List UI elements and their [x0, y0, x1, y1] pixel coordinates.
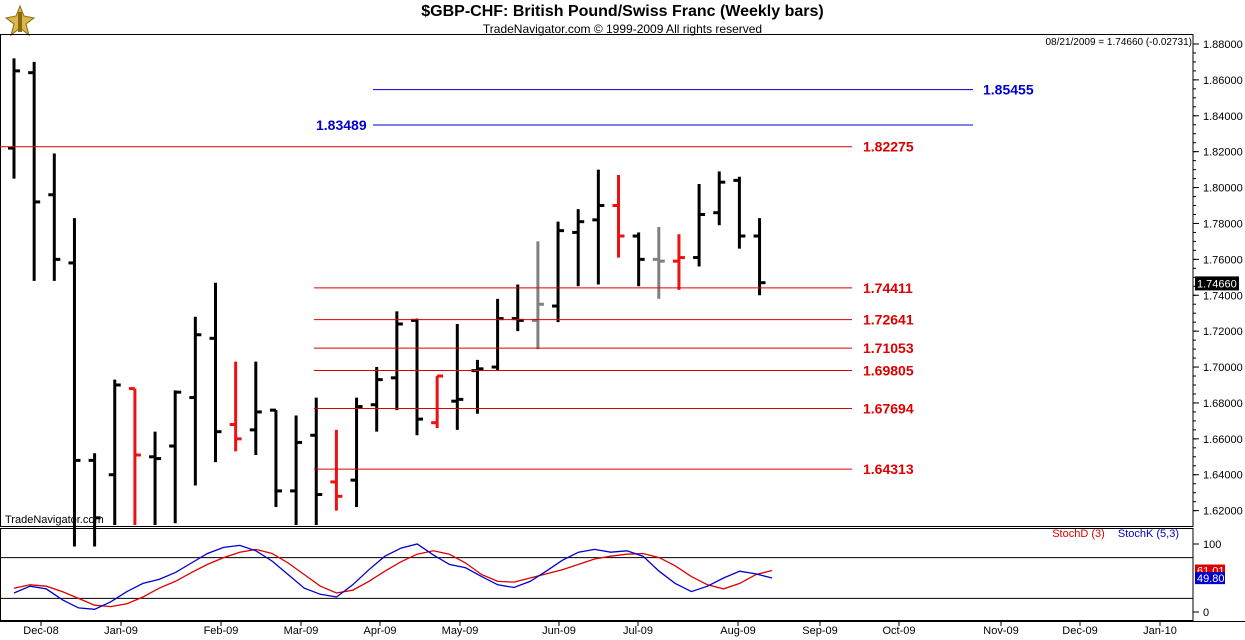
- stoch-y-tick-label: 100: [1203, 539, 1221, 551]
- x-tick-label: Sep-09: [802, 625, 837, 637]
- ohlc-bar: [592, 169, 605, 285]
- x-tick-label: May-09: [442, 625, 479, 637]
- ohlc-bar: [8, 58, 20, 179]
- y-tick-label: 1.74000: [1203, 290, 1243, 302]
- ohlc-bar: [209, 282, 222, 463]
- ohlc-bar: [652, 227, 665, 299]
- stoch-series-line: [13, 548, 773, 608]
- projection-label: 1.83489: [316, 117, 367, 133]
- x-tick-label: Jul-09: [623, 625, 653, 637]
- y-tick-label: 1.82000: [1203, 147, 1243, 159]
- x-tick-label: Jan-10: [1143, 625, 1177, 637]
- chart-subtitle: TradeNavigator.com © 1999-2009 All right…: [482, 22, 763, 36]
- ohlc-bar: [390, 311, 403, 411]
- last-price-marker: [1195, 276, 1239, 291]
- ohlc-bar: [511, 284, 524, 332]
- ohlc-bar: [330, 429, 343, 511]
- ohlc-bar: [572, 209, 585, 287]
- stoch-series-line: [13, 543, 773, 610]
- y-tick-label: 1.78000: [1203, 218, 1243, 230]
- last-price-label: 1.74660: [1197, 278, 1237, 290]
- ohlc-bar: [531, 241, 544, 350]
- ohlc-bar: [269, 408, 282, 508]
- ohlc-bar: [169, 390, 182, 524]
- y-tick-label: 1.80000: [1203, 183, 1243, 195]
- x-tick-label: Apr-09: [363, 625, 396, 637]
- y-tick-label: 1.64000: [1203, 470, 1243, 482]
- ohlc-bar: [108, 379, 121, 525]
- y-tick-label: 1.66000: [1203, 434, 1243, 446]
- stoch-k-value-marker: [1195, 572, 1225, 585]
- y-tick-label: 1.62000: [1203, 506, 1243, 518]
- ohlc-bar: [128, 387, 141, 525]
- price-panel-frame: [0, 34, 1194, 527]
- stoch-legend: StochD (3) StochK (5,3): [1042, 528, 1179, 540]
- stoch-k-value: 49.80: [1197, 573, 1225, 585]
- ohlc-bar: [48, 153, 61, 281]
- ohlc-bar: [88, 453, 101, 547]
- watermark: TradeNavigator.com: [5, 514, 104, 526]
- fib-level-label: 1.74411: [863, 280, 913, 296]
- ohlc-bar: [68, 218, 81, 547]
- chart-title: $GBP-CHF: British Pound/Swiss Franc (Wee…: [421, 3, 824, 20]
- stoch-panel-frame: [0, 528, 1194, 621]
- ohlc-bar: [411, 318, 423, 436]
- ohlc-bar: [350, 397, 363, 508]
- ohlc-bar: [28, 61, 41, 281]
- stoch-y-tick-label: 0: [1203, 607, 1209, 619]
- fib-level-label: 1.72641: [863, 312, 914, 328]
- x-tick-label: Nov-09: [983, 625, 1018, 637]
- stoch-k-legend: StochK (5,3): [1117, 528, 1179, 540]
- ohlc-bar: [471, 359, 484, 414]
- x-tick-label: Dec-09: [1062, 625, 1097, 637]
- ohlc-bar: [290, 415, 303, 525]
- x-tick-label: Feb-09: [204, 625, 239, 637]
- ohlc-bar: [733, 176, 746, 249]
- ohlc-bar: [672, 234, 685, 290]
- last-value-readout: 08/21/2009 = 1.74660 (-0.02731): [1045, 37, 1192, 48]
- y-tick-label: 1.72000: [1203, 326, 1243, 338]
- y-tick-label: 1.88000: [1203, 39, 1243, 51]
- fib-level-label: 1.71053: [863, 340, 914, 356]
- x-tick-label: Dec-08: [23, 625, 58, 637]
- fib-level-label: 1.69805: [863, 363, 914, 379]
- y-tick-label: 1.76000: [1203, 254, 1243, 266]
- ohlc-bar: [451, 323, 464, 430]
- fib-level-label: 1.64313: [863, 461, 914, 477]
- x-tick-label: Jun-09: [542, 625, 576, 637]
- projection-label: 1.85455: [983, 82, 1034, 98]
- ohlc-bar: [189, 316, 202, 486]
- ohlc-bar: [552, 221, 565, 323]
- y-tick-label: 1.84000: [1203, 111, 1243, 123]
- ohlc-bar: [612, 175, 625, 258]
- ohlc-bar: [632, 232, 645, 287]
- ohlc-bar: [249, 361, 262, 455]
- fib-level-label: 1.67694: [863, 400, 914, 416]
- fib-level-label: 1.82275: [863, 139, 914, 155]
- ohlc-bar: [149, 431, 162, 525]
- y-tick-label: 1.86000: [1203, 75, 1243, 87]
- stoch-d-legend: StochD (3): [1052, 528, 1105, 540]
- ohlc-bar: [310, 397, 323, 525]
- ohlc-bar: [491, 298, 504, 371]
- ohlc-bar: [713, 171, 726, 226]
- ohlc-bar: [693, 183, 706, 267]
- x-tick-label: Mar-09: [284, 625, 319, 637]
- ohlc-bar: [229, 361, 242, 452]
- y-tick-label: 1.68000: [1203, 398, 1243, 410]
- ohlc-bar: [431, 374, 444, 429]
- x-tick-label: Oct-09: [882, 625, 915, 637]
- ohlc-bar: [753, 218, 766, 296]
- trade-navigator-logo-icon: [3, 4, 37, 38]
- ohlc-bar: [370, 367, 383, 432]
- y-tick-label: 1.70000: [1203, 362, 1243, 374]
- x-tick-label: Jan-09: [104, 625, 138, 637]
- x-tick-label: Aug-09: [720, 625, 755, 637]
